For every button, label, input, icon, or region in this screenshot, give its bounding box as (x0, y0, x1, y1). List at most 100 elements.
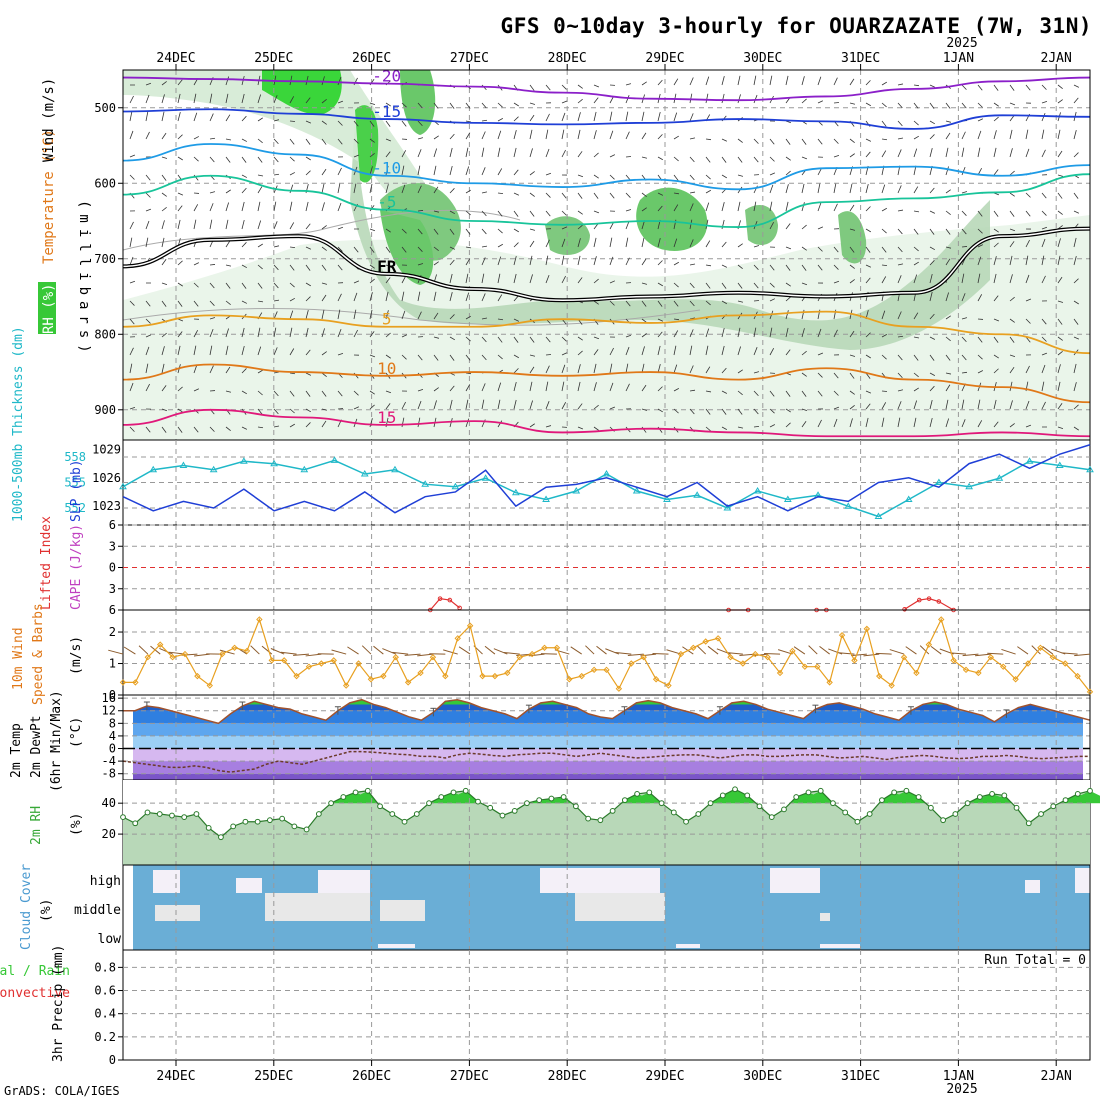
wind-barb (961, 166, 966, 176)
wind-barb (129, 95, 134, 104)
wind-barb (737, 264, 743, 270)
wind-barb (225, 300, 231, 306)
wind-barb (529, 228, 536, 231)
rh-point (732, 786, 738, 793)
wind-barb (737, 75, 741, 86)
wind-barb (785, 349, 791, 356)
wind-barb (625, 156, 632, 158)
wind-barb (913, 274, 918, 284)
wind-barb (1057, 192, 1063, 199)
wind-speed-marker (938, 616, 945, 623)
wind-barb (177, 79, 183, 86)
wind-barb (1073, 318, 1079, 325)
wind-barb (513, 228, 519, 233)
wind-barb (305, 296, 311, 302)
wind-barb (513, 116, 519, 122)
ylabel-wind: Wind (m/s) (41, 78, 57, 162)
wind-barb (593, 111, 597, 122)
wind-barb (321, 309, 325, 320)
wind-barb (881, 150, 887, 158)
wind-barb (945, 228, 951, 235)
thickness-marker (844, 502, 853, 509)
rh-point (315, 811, 322, 817)
wind-barb (545, 336, 551, 343)
wind-barb (833, 203, 838, 212)
wind-barb (641, 132, 647, 140)
wind-speed-marker (132, 679, 139, 686)
wind-barb (433, 387, 439, 392)
wind-barb (1009, 255, 1013, 266)
wind-barb (897, 228, 903, 235)
rh-point (475, 798, 481, 805)
wind-speed-marker (392, 654, 399, 661)
wind-speed-marker (1000, 663, 1007, 670)
wind-barb (993, 273, 997, 284)
wind-barb (321, 138, 327, 145)
wind-barb (721, 241, 727, 248)
wind-barb (289, 310, 294, 320)
wind-barb (161, 156, 168, 159)
wind-barb (1073, 363, 1077, 374)
wind-barb (193, 388, 200, 392)
wind-barb (449, 354, 455, 361)
wind-barb (897, 417, 901, 428)
wind10m-barb (404, 653, 421, 656)
wind-barb (577, 403, 583, 410)
wind-barb (801, 328, 805, 338)
temp-peak (439, 699, 476, 705)
wind-barb (321, 408, 328, 411)
wind-speed-marker (789, 647, 796, 655)
wind-barb (177, 260, 183, 266)
wind-barb (673, 318, 680, 321)
wind-barb (433, 228, 439, 235)
rh-point (218, 834, 224, 841)
ylabel-slp: SLP (mb) (69, 459, 84, 522)
wind-barb (561, 381, 565, 392)
rh-point (205, 825, 212, 831)
wind-barb (689, 389, 696, 392)
wind-barb (913, 135, 920, 140)
wind-barb (881, 138, 888, 141)
wind-barb (753, 347, 758, 356)
wind10m-panel: 0 1 2 10m Wind Speed & Barbs (m/s) (11, 603, 1094, 705)
y-tick-label: 6 (109, 603, 116, 617)
wind-barb (865, 417, 869, 428)
cloud-level-label: high (90, 874, 121, 889)
wind-barb (593, 404, 599, 410)
wind-barb (945, 210, 951, 216)
wind-barb (993, 354, 999, 359)
wind10m-barb (417, 653, 433, 657)
isotherm-label: -5 (377, 193, 396, 212)
wind-barb (513, 273, 517, 284)
wind-barb (849, 246, 855, 253)
wind-speed-marker (194, 672, 201, 680)
wind-barb (129, 256, 134, 266)
wind-barb (481, 147, 485, 158)
wind-barb (305, 223, 311, 230)
rh-point (609, 808, 616, 814)
wind-barb (257, 186, 263, 194)
wind-barb (705, 408, 711, 415)
wind-barb (241, 300, 248, 304)
wind-speed-marker (243, 647, 251, 655)
wind-barb (577, 192, 583, 199)
wind-barb (225, 189, 231, 194)
wind-barb (465, 120, 472, 123)
wind-barb (929, 291, 933, 302)
wind-barb (545, 113, 550, 122)
rh-point (572, 803, 579, 810)
wind-barb (401, 310, 406, 320)
rh-blob (838, 211, 867, 264)
wind-barb (241, 115, 247, 122)
wind-barb (353, 329, 358, 338)
wind-barb (1009, 84, 1015, 91)
wind-barb (321, 294, 327, 302)
bottom-date-label: 24DEC (156, 1069, 195, 1084)
wind-barb (929, 147, 933, 158)
wind-barb (1009, 423, 1015, 428)
rh-point (487, 804, 494, 811)
wind-barb (561, 149, 566, 158)
wind-barb (961, 293, 966, 302)
wind10m-barb (850, 653, 867, 657)
wind-barb (529, 354, 536, 357)
